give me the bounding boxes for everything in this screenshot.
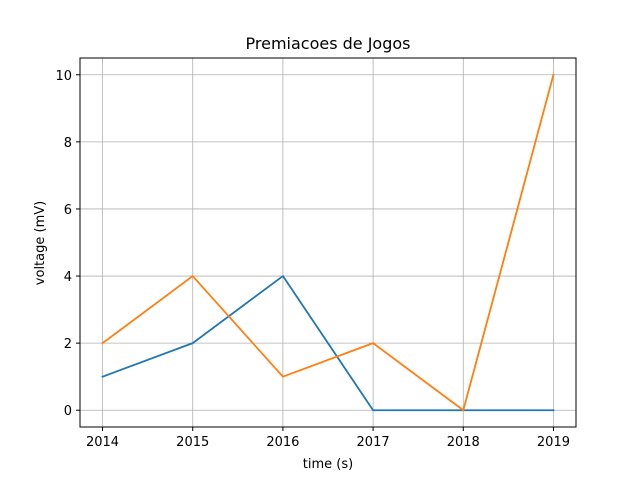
x-tick-label: 2019 bbox=[537, 435, 570, 450]
x-tick-label: 2014 bbox=[86, 435, 119, 450]
series-line-2 bbox=[101, 73, 555, 412]
grid bbox=[80, 58, 576, 427]
x-tick-label: 2016 bbox=[266, 435, 299, 450]
y-axis-label: voltage (mV) bbox=[33, 201, 48, 285]
x-tick-label: 2017 bbox=[357, 435, 390, 450]
y-tick-label: 6 bbox=[64, 203, 72, 218]
x-axis-label: time (s) bbox=[303, 457, 353, 472]
x-tick-label: 2015 bbox=[176, 435, 209, 450]
y-tick-label: 0 bbox=[64, 404, 72, 419]
series-layer bbox=[101, 73, 555, 412]
y-tick-label: 8 bbox=[64, 136, 72, 151]
series-line-1 bbox=[101, 275, 555, 412]
y-tick-label: 2 bbox=[64, 337, 72, 352]
plot-frame bbox=[79, 57, 577, 428]
chart-title: Premiacoes de Jogos bbox=[246, 34, 411, 53]
y-tick-label: 4 bbox=[64, 270, 72, 285]
axis-ticks: 2014 2015 2016 2017 2018 2019 0 2 4 6 8 10 bbox=[55, 69, 570, 450]
y-tick-label: 10 bbox=[55, 69, 72, 84]
x-tick-label: 2018 bbox=[447, 435, 480, 450]
